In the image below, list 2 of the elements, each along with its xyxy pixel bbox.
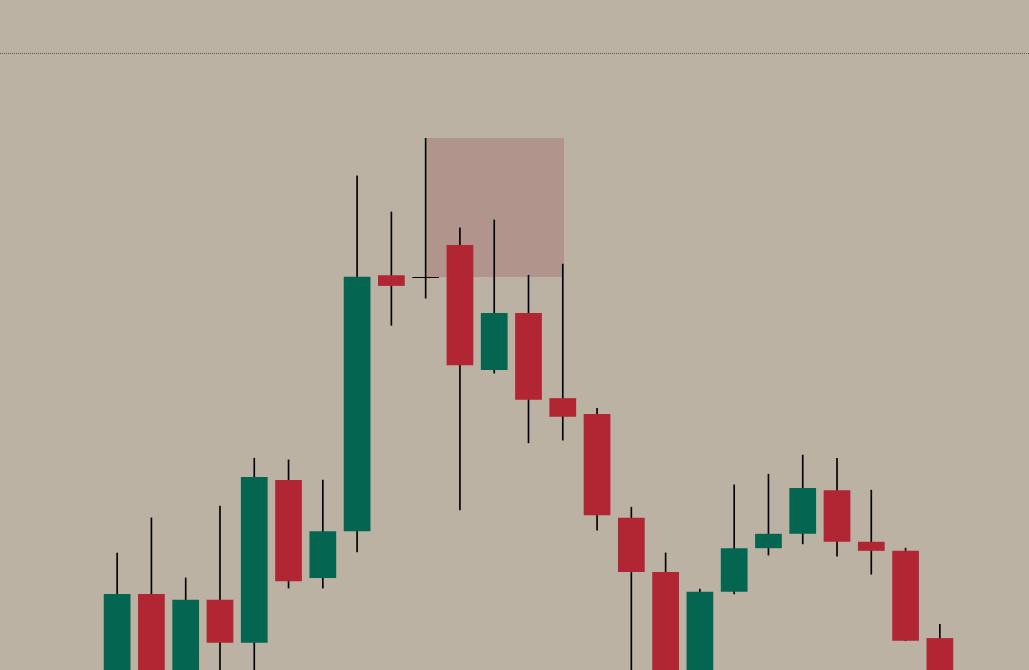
candlestick xyxy=(549,263,577,441)
candlestick xyxy=(857,489,885,575)
